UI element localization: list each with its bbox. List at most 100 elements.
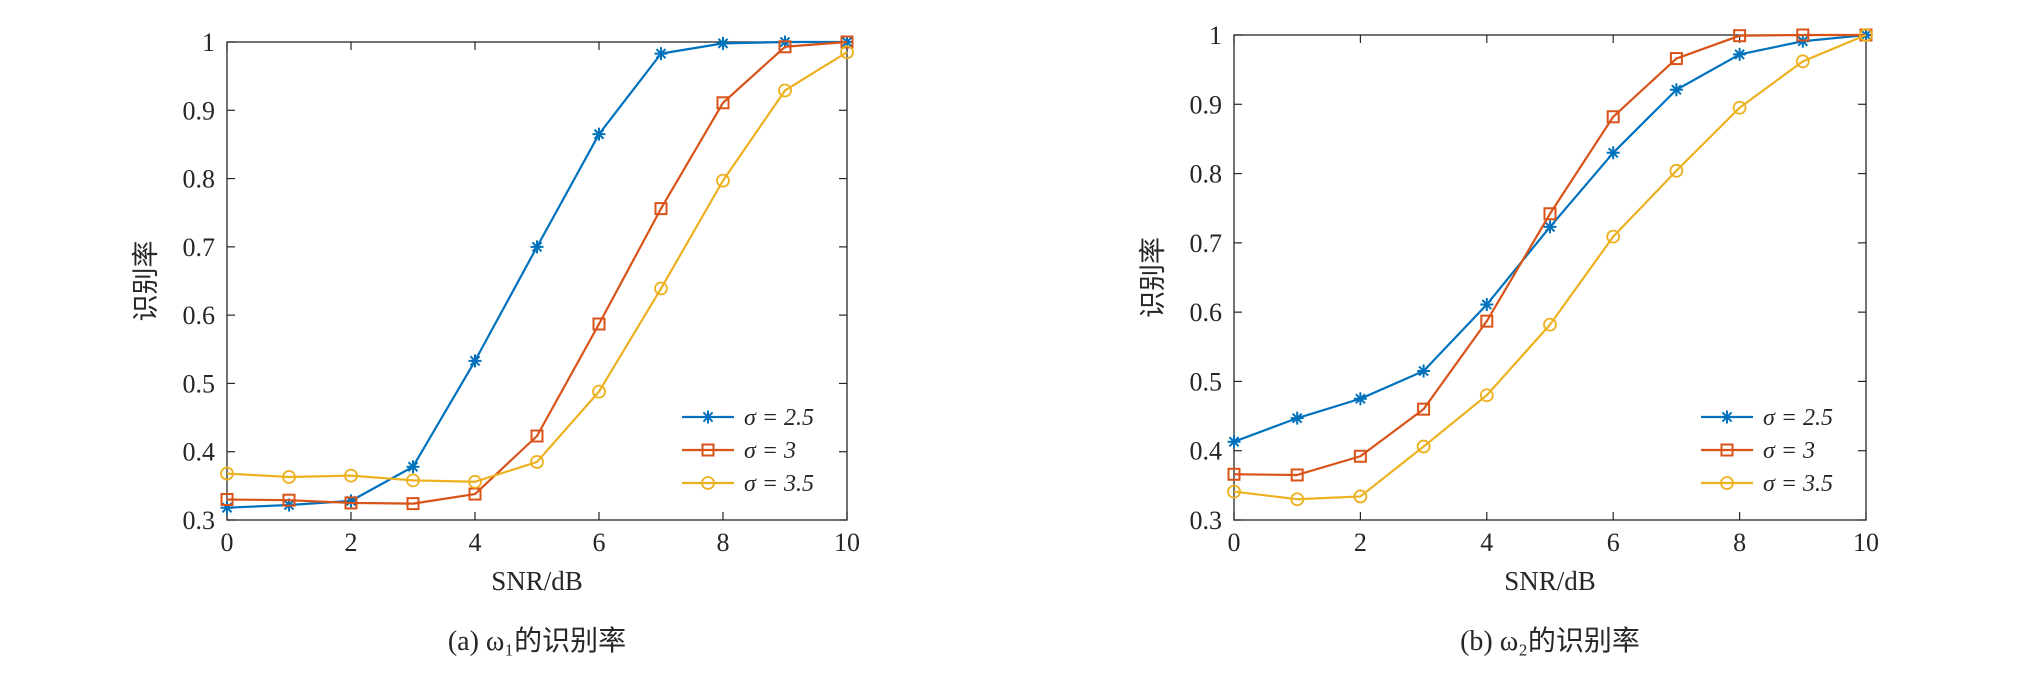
data-point bbox=[840, 35, 854, 49]
y-tick-label: 0.4 bbox=[1190, 437, 1223, 466]
legend-swatch-marker bbox=[701, 410, 715, 424]
data-point bbox=[1290, 492, 1305, 507]
series-2 bbox=[220, 35, 854, 511]
series-3 bbox=[1227, 28, 1873, 507]
data-point bbox=[406, 460, 420, 474]
data-point bbox=[220, 493, 234, 507]
legend-swatch-marker bbox=[701, 443, 715, 457]
y-tick-label: 0.6 bbox=[183, 301, 216, 330]
legend-swatch-marker bbox=[1720, 410, 1734, 424]
legend-swatch-marker bbox=[701, 476, 715, 490]
data-point bbox=[1417, 402, 1431, 416]
y-tick-label: 0.9 bbox=[183, 96, 216, 125]
x-tick-label: 0 bbox=[1228, 528, 1241, 557]
x-tick-label: 8 bbox=[717, 528, 730, 557]
data-point bbox=[530, 429, 544, 443]
data-point bbox=[654, 47, 668, 61]
legend-swatch-marker bbox=[1720, 476, 1734, 490]
data-point bbox=[282, 470, 296, 484]
legend-entry-label: σ = 3.5 bbox=[1763, 471, 1833, 497]
series-line bbox=[226, 40, 848, 505]
data-point bbox=[1795, 54, 1810, 69]
data-point bbox=[840, 45, 854, 60]
data-point bbox=[592, 127, 606, 141]
data-point bbox=[1227, 435, 1241, 449]
series-line bbox=[1233, 33, 1867, 501]
data-point bbox=[1353, 489, 1368, 504]
data-point bbox=[1669, 83, 1683, 97]
plot-area-frame bbox=[1233, 34, 1867, 521]
x-tick-label: 10 bbox=[1853, 528, 1879, 557]
panel-caption: (b) ω₂的识别率 bbox=[1460, 625, 1640, 657]
series-1 bbox=[1227, 28, 1873, 449]
data-point bbox=[1227, 484, 1241, 499]
legend-entry-label: σ = 3 bbox=[1763, 438, 1815, 464]
y-tick-label: 0.9 bbox=[1190, 90, 1223, 119]
data-point bbox=[530, 240, 544, 254]
data-point bbox=[1669, 52, 1683, 66]
data-point bbox=[716, 36, 730, 50]
x-tick-label: 4 bbox=[1480, 528, 1493, 557]
data-point bbox=[1543, 207, 1557, 221]
data-point bbox=[530, 455, 544, 469]
data-point bbox=[592, 384, 606, 399]
data-point bbox=[220, 466, 234, 481]
data-point bbox=[1480, 298, 1494, 312]
chart-panel-2: 0 2 4 6 8 10 0.3 0.4 0.5 0.6 0.7 0.8 0.9 1 SNR/dB 识别率 σ … bbox=[1138, 21, 1879, 657]
x-tick-label: 2 bbox=[1354, 528, 1367, 557]
x-tick-label: 0 bbox=[221, 528, 234, 557]
data-point bbox=[1859, 28, 1873, 42]
data-point bbox=[1606, 110, 1620, 124]
x-tick-label: 10 bbox=[834, 528, 860, 557]
data-point bbox=[1290, 468, 1304, 482]
series-3 bbox=[220, 45, 854, 489]
data-point bbox=[1353, 449, 1367, 463]
data-point bbox=[1416, 439, 1431, 454]
data-point bbox=[778, 83, 792, 98]
chart-panel-1: 0 2 4 6 8 10 0.3 0.4 0.5 0.6 0.7 0.8 0.9 1 SNR/dB 识别率 σ … bbox=[131, 28, 860, 657]
series-line bbox=[226, 51, 848, 483]
data-point bbox=[716, 96, 730, 110]
data-point bbox=[468, 474, 482, 489]
y-tick-label: 0.5 bbox=[183, 369, 216, 398]
series-line bbox=[1233, 33, 1866, 477]
data-point bbox=[654, 202, 668, 216]
data-point bbox=[1606, 146, 1620, 160]
data-point bbox=[1733, 47, 1747, 61]
legend-entry-label: σ = 3 bbox=[744, 438, 796, 464]
data-point bbox=[654, 281, 668, 296]
x-tick-label: 2 bbox=[345, 528, 358, 557]
y-axis-label: 识别率 bbox=[1138, 237, 1168, 318]
data-point bbox=[1353, 392, 1367, 406]
data-point bbox=[344, 468, 358, 483]
data-point bbox=[1732, 100, 1747, 115]
legend-entry-label: σ = 3.5 bbox=[744, 471, 814, 497]
series-line bbox=[1233, 33, 1867, 443]
x-tick-label: 6 bbox=[593, 528, 606, 557]
x-tick-label: 4 bbox=[469, 528, 482, 557]
legend-entry-label: σ = 2.5 bbox=[744, 405, 814, 431]
y-tick-label: 0.8 bbox=[183, 165, 216, 194]
x-tick-label: 8 bbox=[1733, 528, 1746, 557]
x-axis-label: SNR/dB bbox=[491, 566, 583, 596]
y-axis-label: 识别率 bbox=[131, 241, 161, 322]
data-point bbox=[1543, 220, 1557, 234]
y-tick-label: 0.6 bbox=[1190, 298, 1223, 327]
data-point bbox=[1417, 364, 1431, 378]
y-tick-label: 0.7 bbox=[183, 233, 216, 262]
x-axis-label: SNR/dB bbox=[1504, 566, 1596, 596]
y-tick-label: 0.3 bbox=[1190, 506, 1223, 535]
data-point bbox=[1543, 317, 1557, 332]
data-point bbox=[778, 40, 792, 54]
data-point bbox=[1606, 229, 1621, 244]
y-tick-label: 1 bbox=[1209, 21, 1222, 50]
data-point bbox=[344, 496, 358, 510]
data-point bbox=[468, 354, 482, 368]
y-tick-label: 0.7 bbox=[1190, 229, 1223, 258]
legend-swatch-marker bbox=[1720, 443, 1734, 457]
data-point bbox=[1290, 411, 1304, 425]
plot-area-frame bbox=[226, 41, 848, 521]
data-point bbox=[282, 493, 296, 507]
data-point bbox=[406, 497, 420, 511]
